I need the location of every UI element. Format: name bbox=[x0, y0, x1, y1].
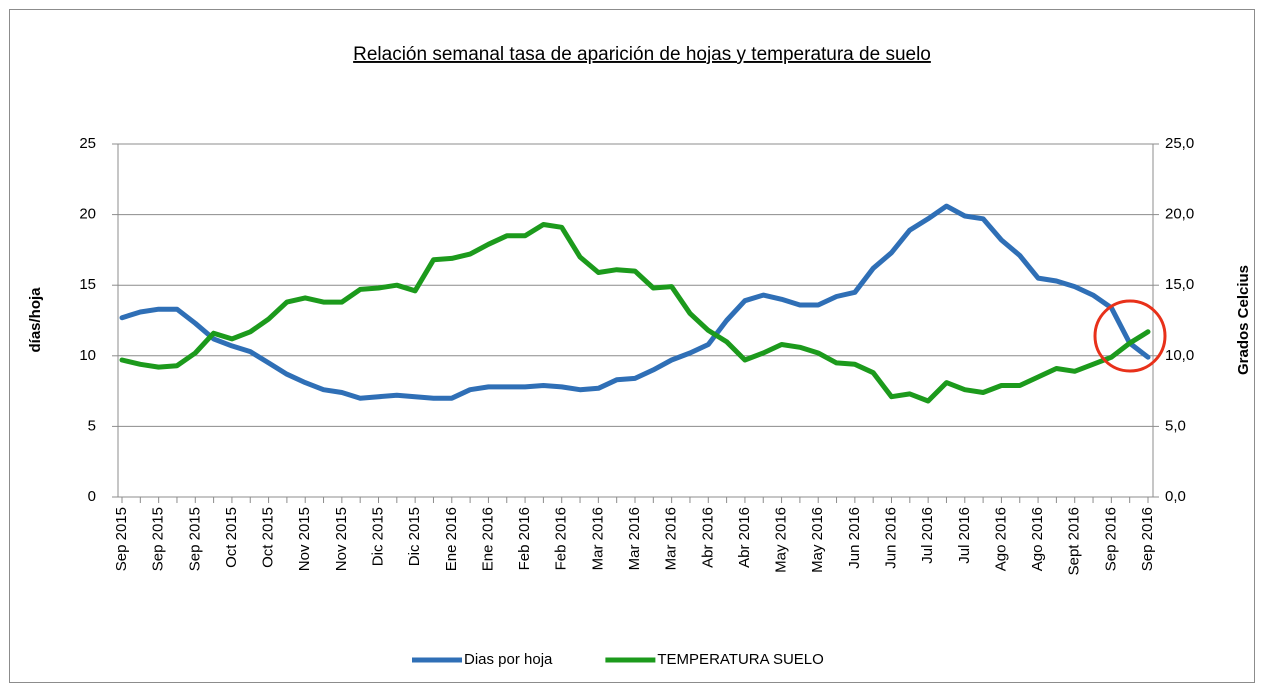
y2-axis-title: Grados Celcius bbox=[1235, 265, 1252, 375]
x-tick-label: Abr 2016 bbox=[736, 507, 753, 568]
x-tick-label: Mar 2016 bbox=[626, 507, 643, 570]
x-tick-label: Jul 2016 bbox=[919, 507, 936, 564]
chart-frame bbox=[9, 9, 1255, 683]
x-tick-label: Sep 2016 bbox=[1139, 507, 1156, 571]
x-tick-label: Ene 2016 bbox=[443, 507, 460, 571]
x-tick-label: Feb 2016 bbox=[553, 507, 570, 570]
x-tick-label: Sep 2015 bbox=[186, 507, 203, 571]
y-tick-label: 20 bbox=[79, 206, 96, 223]
y2-tick-label: 20,0 bbox=[1165, 206, 1194, 223]
x-tick-label: May 2016 bbox=[773, 507, 790, 573]
x-tick-label: Ago 2016 bbox=[1029, 507, 1046, 571]
x-tick-label: Jun 2016 bbox=[846, 507, 863, 569]
highlight-circle bbox=[1093, 299, 1167, 373]
chart-title: Relación semanal tasa de aparición de ho… bbox=[353, 44, 931, 65]
y2-tick-label: 25,0 bbox=[1165, 135, 1194, 152]
x-tick-label: Sept 2016 bbox=[1066, 507, 1083, 575]
x-tick-label: Nov 2015 bbox=[296, 507, 313, 571]
x-tick-label: Sep 2015 bbox=[150, 507, 167, 571]
y-tick-label: 15 bbox=[79, 276, 96, 293]
y-tick-label: 5 bbox=[88, 417, 96, 434]
x-tick-label: Ago 2016 bbox=[992, 507, 1009, 571]
y-tick-label: 0 bbox=[88, 488, 96, 505]
y2-tick-label: 10,0 bbox=[1165, 347, 1194, 364]
y2-tick-label: 0,0 bbox=[1165, 488, 1186, 505]
x-tick-label: Jul 2016 bbox=[956, 507, 973, 564]
x-tick-label: Feb 2016 bbox=[516, 507, 533, 570]
x-tick-label: Jun 2016 bbox=[882, 507, 899, 569]
x-tick-label: Sep 2016 bbox=[1102, 507, 1119, 571]
x-tick-label: Oct 2015 bbox=[260, 507, 277, 568]
x-tick-label: Ene 2016 bbox=[479, 507, 496, 571]
x-tick-label: Mar 2016 bbox=[663, 507, 680, 570]
y-tick-label: 10 bbox=[79, 347, 96, 364]
series-line bbox=[119, 203, 1151, 401]
y-axis-title: días/hoja bbox=[27, 287, 44, 353]
y2-tick-label: 15,0 bbox=[1165, 276, 1194, 293]
grid bbox=[112, 143, 1159, 503]
y-tick-label: 25 bbox=[79, 135, 96, 152]
x-tick-label: Sep 2015 bbox=[113, 507, 130, 571]
x-tick-label: Abr 2016 bbox=[699, 507, 716, 568]
plot bbox=[119, 203, 1151, 404]
x-tick-label: Dic 2015 bbox=[369, 507, 386, 566]
series-line bbox=[119, 222, 1151, 404]
x-tick-label: Nov 2015 bbox=[333, 507, 350, 571]
x-tick-label: Dic 2015 bbox=[406, 507, 423, 566]
x-tick-label: Mar 2016 bbox=[589, 507, 606, 570]
y2-tick-label: 5,0 bbox=[1165, 417, 1186, 434]
x-tick-label: Oct 2015 bbox=[223, 507, 240, 568]
x-tick-label: May 2016 bbox=[809, 507, 826, 573]
legend-label: TEMPERATURA SUELO bbox=[657, 651, 823, 668]
legend-label: Dias por hoja bbox=[464, 651, 553, 668]
